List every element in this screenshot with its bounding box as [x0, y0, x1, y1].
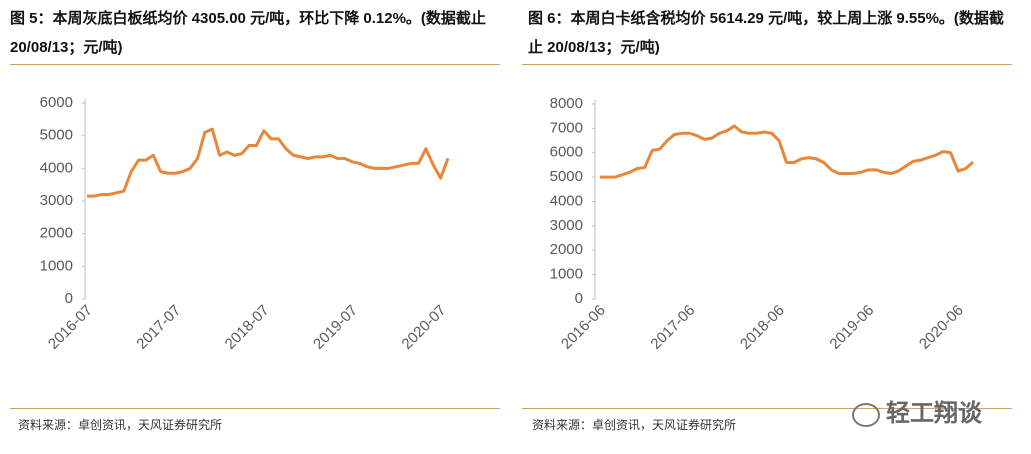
y-tick-label: 3000 [40, 192, 73, 209]
y-tick-label: 0 [575, 290, 583, 307]
data-line [87, 127, 450, 198]
y-tick-label: 2000 [40, 225, 73, 242]
divider [10, 408, 500, 409]
divider [10, 64, 500, 65]
divider [522, 408, 1012, 409]
x-tick-label: 2019-07 [310, 302, 361, 353]
x-tick-label: 2016-07 [45, 302, 96, 353]
y-tick-label: 3000 [550, 217, 583, 234]
x-tick-label: 2020-06 [916, 302, 967, 353]
y-tick-label: 6000 [550, 144, 583, 161]
y-tick-label: 7000 [550, 119, 583, 136]
y-tick-label: 5000 [550, 168, 583, 185]
data-line [600, 124, 974, 179]
wechat-icon [852, 402, 880, 427]
y-tick-label: 0 [65, 290, 73, 307]
x-tick-label: 2018-06 [737, 302, 788, 353]
y-tick-label: 4000 [550, 192, 583, 209]
x-tick-label: 2018-07 [222, 302, 273, 353]
watermark-text: 轻工翔谈 [886, 400, 982, 427]
x-tick-label: 2017-07 [133, 302, 184, 353]
chart-title: 图 5：本周灰底白板纸均价 4305.00 元/吨，环比下降 0.12%。(数据… [10, 10, 486, 56]
chart-title: 图 6：本周白卡纸含税均价 5614.29 元/吨，较上周上涨 9.55%。(数… [528, 10, 1004, 56]
x-tick-label: 2020-07 [399, 302, 450, 353]
divider [522, 64, 1012, 65]
y-tick-label: 5000 [40, 127, 73, 144]
source-note: 资料来源：卓创资讯，天风证券研究所 [532, 418, 737, 432]
y-tick-label: 1000 [40, 257, 73, 274]
watermark: 轻工翔谈 [852, 393, 982, 428]
y-tick-label: 2000 [550, 241, 583, 258]
x-tick-label: 2016-06 [558, 302, 609, 353]
y-tick-label: 6000 [40, 94, 73, 111]
source-note: 资料来源：卓创资讯，天风证券研究所 [18, 418, 223, 432]
x-tick-label: 2017-06 [647, 302, 698, 353]
y-tick-label: 4000 [40, 159, 73, 176]
x-tick-label: 2019-06 [826, 302, 877, 353]
y-tick-label: 1000 [550, 266, 583, 283]
y-tick-label: 8000 [550, 95, 583, 112]
